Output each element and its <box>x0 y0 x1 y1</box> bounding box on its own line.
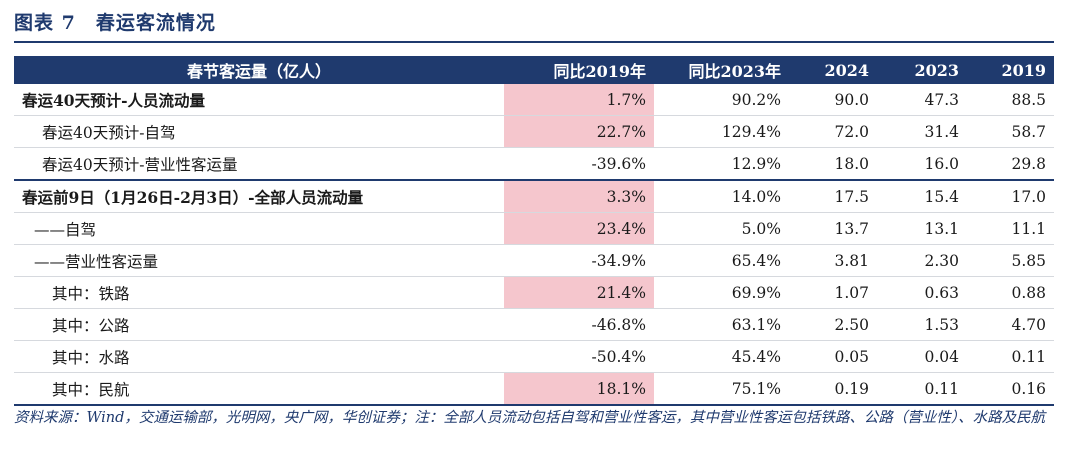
cell-2019: 0.11 <box>967 340 1054 373</box>
cell-2019: 11.1 <box>967 212 1054 245</box>
cell-vs2019: 18.1% <box>504 372 654 406</box>
title-divider <box>14 41 1054 43</box>
table-row: 其中：民航 18.1% 75.1% 0.19 0.11 0.16 <box>14 372 1054 406</box>
row-label: 春运40天预计-人员流动量 <box>14 84 504 116</box>
cell-vs2019: 23.4% <box>504 212 654 245</box>
table-row: 春运40天预计-自驾 22.7% 129.4% 72.0 31.4 58.7 <box>14 115 1054 148</box>
table-row: 其中：公路 -46.8% 63.1% 2.50 1.53 4.70 <box>14 308 1054 341</box>
table-header-row: 春节客运量（亿人） 同比2019年 同比2023年 2024 2023 2019 <box>14 56 1054 84</box>
row-label: 春运前9日（1月26日-2月3日）-全部人员流动量 <box>14 179 504 213</box>
cell-vs2023: 14.0% <box>654 179 789 213</box>
cell-vs2019: 1.7% <box>504 84 654 116</box>
row-label: 春运40天预计-自驾 <box>14 115 504 148</box>
header-category: 春节客运量（亿人） <box>14 56 504 84</box>
cell-vs2023: 5.0% <box>654 212 789 245</box>
cell-vs2019: 22.7% <box>504 115 654 148</box>
table-row: 春运40天预计-营业性客运量 -39.6% 12.9% 18.0 16.0 29… <box>14 147 1054 181</box>
cell-2019: 88.5 <box>967 84 1054 116</box>
cell-2023: 2.30 <box>877 244 967 277</box>
header-vs2019: 同比2019年 <box>504 56 654 84</box>
cell-2023: 31.4 <box>877 115 967 148</box>
table-row: ——自驾 23.4% 5.0% 13.7 13.1 11.1 <box>14 212 1054 245</box>
source-note: 资料来源：Wind，交通运输部，光明网，央广网，华创证券；注：全部人员流动包括自… <box>14 410 1046 426</box>
cell-2024: 1.07 <box>789 276 877 309</box>
cell-vs2019: -50.4% <box>504 340 654 373</box>
cell-2019: 4.70 <box>967 308 1054 341</box>
table-row: 其中：铁路 21.4% 69.9% 1.07 0.63 0.88 <box>14 276 1054 309</box>
cell-vs2019: 3.3% <box>504 179 654 213</box>
cell-2019: 5.85 <box>967 244 1054 277</box>
figure-title: 图表 7 春运客流情况 <box>14 12 216 34</box>
cell-2024: 0.05 <box>789 340 877 373</box>
cell-2023: 0.63 <box>877 276 967 309</box>
cell-2024: 2.50 <box>789 308 877 341</box>
cell-vs2023: 69.9% <box>654 276 789 309</box>
table-row: 春运前9日（1月26日-2月3日）-全部人员流动量 3.3% 14.0% 17.… <box>14 179 1054 213</box>
row-label: ——营业性客运量 <box>14 244 504 277</box>
cell-vs2019: -39.6% <box>504 147 654 181</box>
cell-vs2019: -34.9% <box>504 244 654 277</box>
passenger-flow-table: 春节客运量（亿人） 同比2019年 同比2023年 2024 2023 2019… <box>14 56 1054 406</box>
row-label: 其中：民航 <box>14 372 504 406</box>
cell-2023: 0.04 <box>877 340 967 373</box>
cell-2019: 0.16 <box>967 372 1054 406</box>
cell-vs2023: 63.1% <box>654 308 789 341</box>
cell-2023: 13.1 <box>877 212 967 245</box>
cell-2023: 15.4 <box>877 179 967 213</box>
cell-2023: 47.3 <box>877 84 967 116</box>
cell-2023: 0.11 <box>877 372 967 406</box>
header-vs2023: 同比2023年 <box>654 56 789 84</box>
cell-vs2019: -46.8% <box>504 308 654 341</box>
row-label: 其中：公路 <box>14 308 504 341</box>
cell-vs2023: 129.4% <box>654 115 789 148</box>
cell-2023: 16.0 <box>877 147 967 181</box>
row-label: 春运40天预计-营业性客运量 <box>14 147 504 181</box>
header-2019: 2019 <box>967 56 1054 84</box>
table-row: 春运40天预计-人员流动量 1.7% 90.2% 90.0 47.3 88.5 <box>14 84 1054 116</box>
cell-vs2023: 65.4% <box>654 244 789 277</box>
cell-2019: 58.7 <box>967 115 1054 148</box>
cell-2019: 17.0 <box>967 179 1054 213</box>
table-row: 其中：水路 -50.4% 45.4% 0.05 0.04 0.11 <box>14 340 1054 373</box>
row-label: ——自驾 <box>14 212 504 245</box>
cell-2024: 18.0 <box>789 147 877 181</box>
cell-2024: 72.0 <box>789 115 877 148</box>
row-label: 其中：铁路 <box>14 276 504 309</box>
cell-2024: 0.19 <box>789 372 877 406</box>
header-2024: 2024 <box>789 56 877 84</box>
cell-vs2023: 75.1% <box>654 372 789 406</box>
cell-2023: 1.53 <box>877 308 967 341</box>
header-2023: 2023 <box>877 56 967 84</box>
cell-2019: 0.88 <box>967 276 1054 309</box>
cell-vs2019: 21.4% <box>504 276 654 309</box>
table-row: ——营业性客运量 -34.9% 65.4% 3.81 2.30 5.85 <box>14 244 1054 277</box>
cell-2024: 3.81 <box>789 244 877 277</box>
row-label: 其中：水路 <box>14 340 504 373</box>
cell-vs2023: 45.4% <box>654 340 789 373</box>
cell-vs2023: 12.9% <box>654 147 789 181</box>
cell-2024: 90.0 <box>789 84 877 116</box>
cell-2024: 17.5 <box>789 179 877 213</box>
cell-2024: 13.7 <box>789 212 877 245</box>
cell-2019: 29.8 <box>967 147 1054 181</box>
cell-vs2023: 90.2% <box>654 84 789 116</box>
